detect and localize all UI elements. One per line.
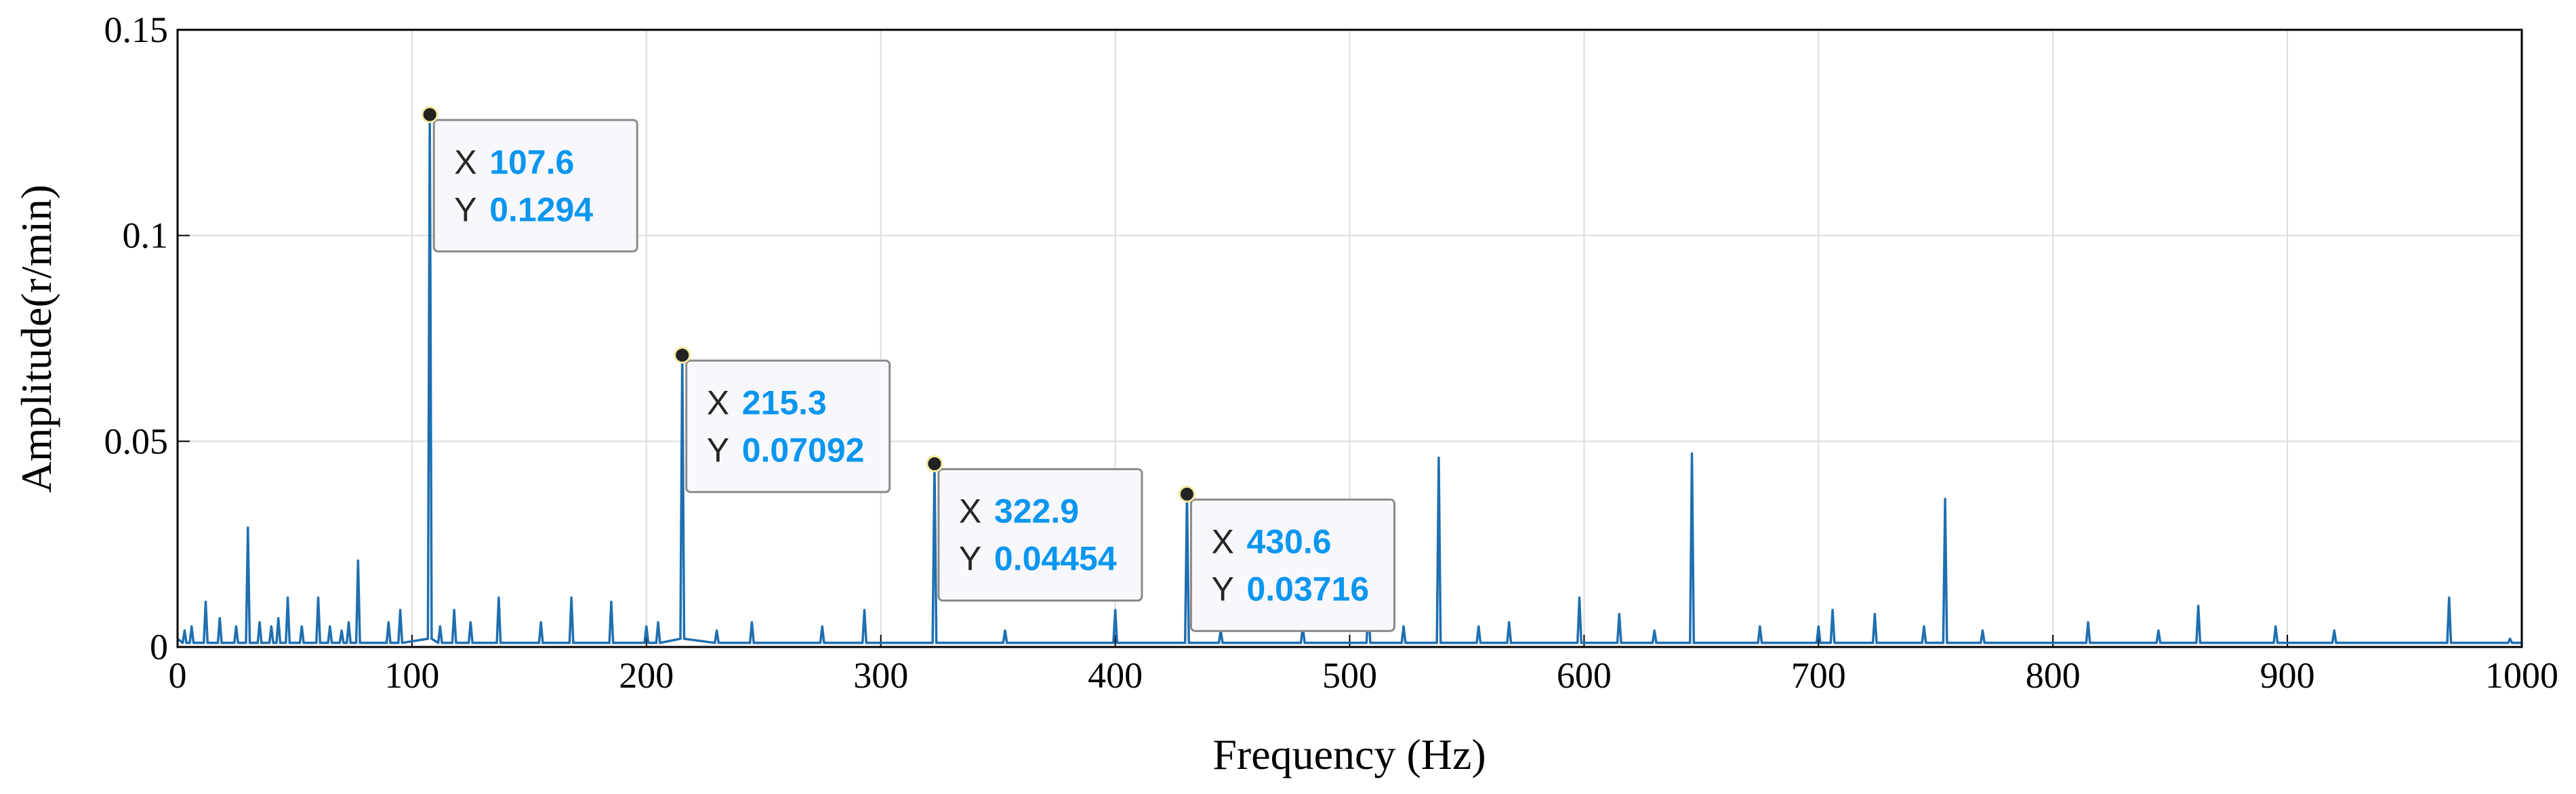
datatip-box (685, 359, 891, 493)
datatip-marker (1178, 485, 1195, 503)
datatip: X 107.6 Y 0.1294 (421, 106, 638, 253)
datatip: X 430.6 Y 0.03716 (1178, 485, 1395, 632)
axes-frame (176, 28, 2523, 648)
datatip-x-name: X (707, 383, 729, 421)
datatip-x-name: X (959, 493, 981, 530)
x-tick-label: 600 (1557, 655, 1612, 696)
datatip-box (432, 119, 638, 253)
datatip: X 215.3 Y 0.07092 (674, 346, 891, 493)
x-tick-label: 0 (169, 655, 187, 696)
y-tick-label: 0 (150, 627, 168, 667)
datatip-box (937, 467, 1143, 602)
datatip-marker (926, 455, 943, 472)
y-tick-label: 0.1 (123, 215, 169, 256)
datatip-x-value: 107.6 (489, 143, 574, 181)
datatip: X 322.9 Y 0.04454 (926, 455, 1143, 602)
datatip-x-name: X (454, 143, 476, 181)
x-tick-label: 900 (2260, 655, 2315, 696)
datatip-y-name: Y (959, 540, 981, 578)
datatip-y-value: 0.1294 (489, 190, 593, 228)
datatip-x-value: 215.3 (742, 383, 827, 421)
datatip-y-value: 0.07092 (742, 431, 865, 469)
datatip-marker (674, 346, 691, 364)
spectrum-line (176, 113, 2522, 644)
datatip-x-name: X (1211, 523, 1233, 561)
x-tick-label: 200 (619, 655, 674, 696)
x-tick-label: 400 (1088, 655, 1143, 696)
x-axis-label: Frequency (Hz) (1212, 730, 1486, 778)
x-tick-label: 100 (384, 655, 439, 696)
datatip-y-name: Y (1211, 570, 1233, 608)
y-tick-label: 0.05 (104, 421, 169, 461)
datatip-x-value: 322.9 (994, 493, 1079, 530)
datatip-x-value: 430.6 (1246, 523, 1331, 561)
datatip-y-value: 0.04454 (994, 540, 1117, 578)
datatip-y-name: Y (454, 190, 476, 228)
datatip-marker (421, 106, 438, 123)
x-tick-label: 1000 (2485, 655, 2558, 696)
y-tick-label: 0.15 (104, 9, 169, 50)
x-tick-label: 500 (1322, 655, 1377, 696)
y-axis-label: Amplitude(r/min) (12, 184, 60, 493)
datatip-y-name: Y (707, 431, 729, 469)
datatip-y-value: 0.03716 (1246, 570, 1369, 608)
x-tick-label: 800 (2026, 655, 2081, 696)
x-tick-label: 700 (1791, 655, 1846, 696)
datatip-box (1189, 498, 1395, 632)
x-tick-label: 300 (853, 655, 908, 696)
